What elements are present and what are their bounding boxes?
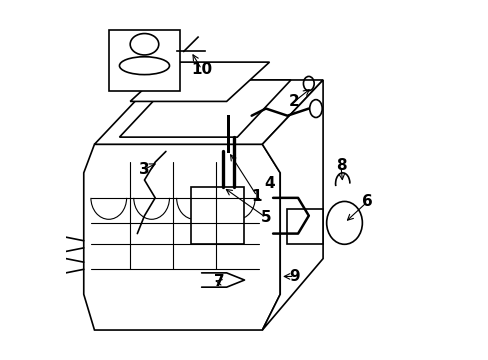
Polygon shape — [108, 30, 180, 91]
Polygon shape — [262, 80, 323, 330]
Text: 6: 6 — [362, 194, 372, 209]
Text: 10: 10 — [191, 62, 212, 77]
Polygon shape — [94, 80, 323, 144]
Polygon shape — [83, 144, 280, 330]
Polygon shape — [130, 62, 269, 102]
Polygon shape — [119, 80, 290, 137]
Text: 8: 8 — [335, 158, 346, 173]
Text: 2: 2 — [288, 94, 299, 109]
Text: 7: 7 — [214, 274, 224, 289]
Text: 5: 5 — [260, 210, 271, 225]
Text: 3: 3 — [139, 162, 149, 177]
Text: 9: 9 — [288, 269, 299, 284]
Text: 4: 4 — [264, 176, 274, 191]
Polygon shape — [190, 187, 244, 244]
Polygon shape — [287, 208, 323, 244]
Text: 1: 1 — [251, 189, 262, 203]
